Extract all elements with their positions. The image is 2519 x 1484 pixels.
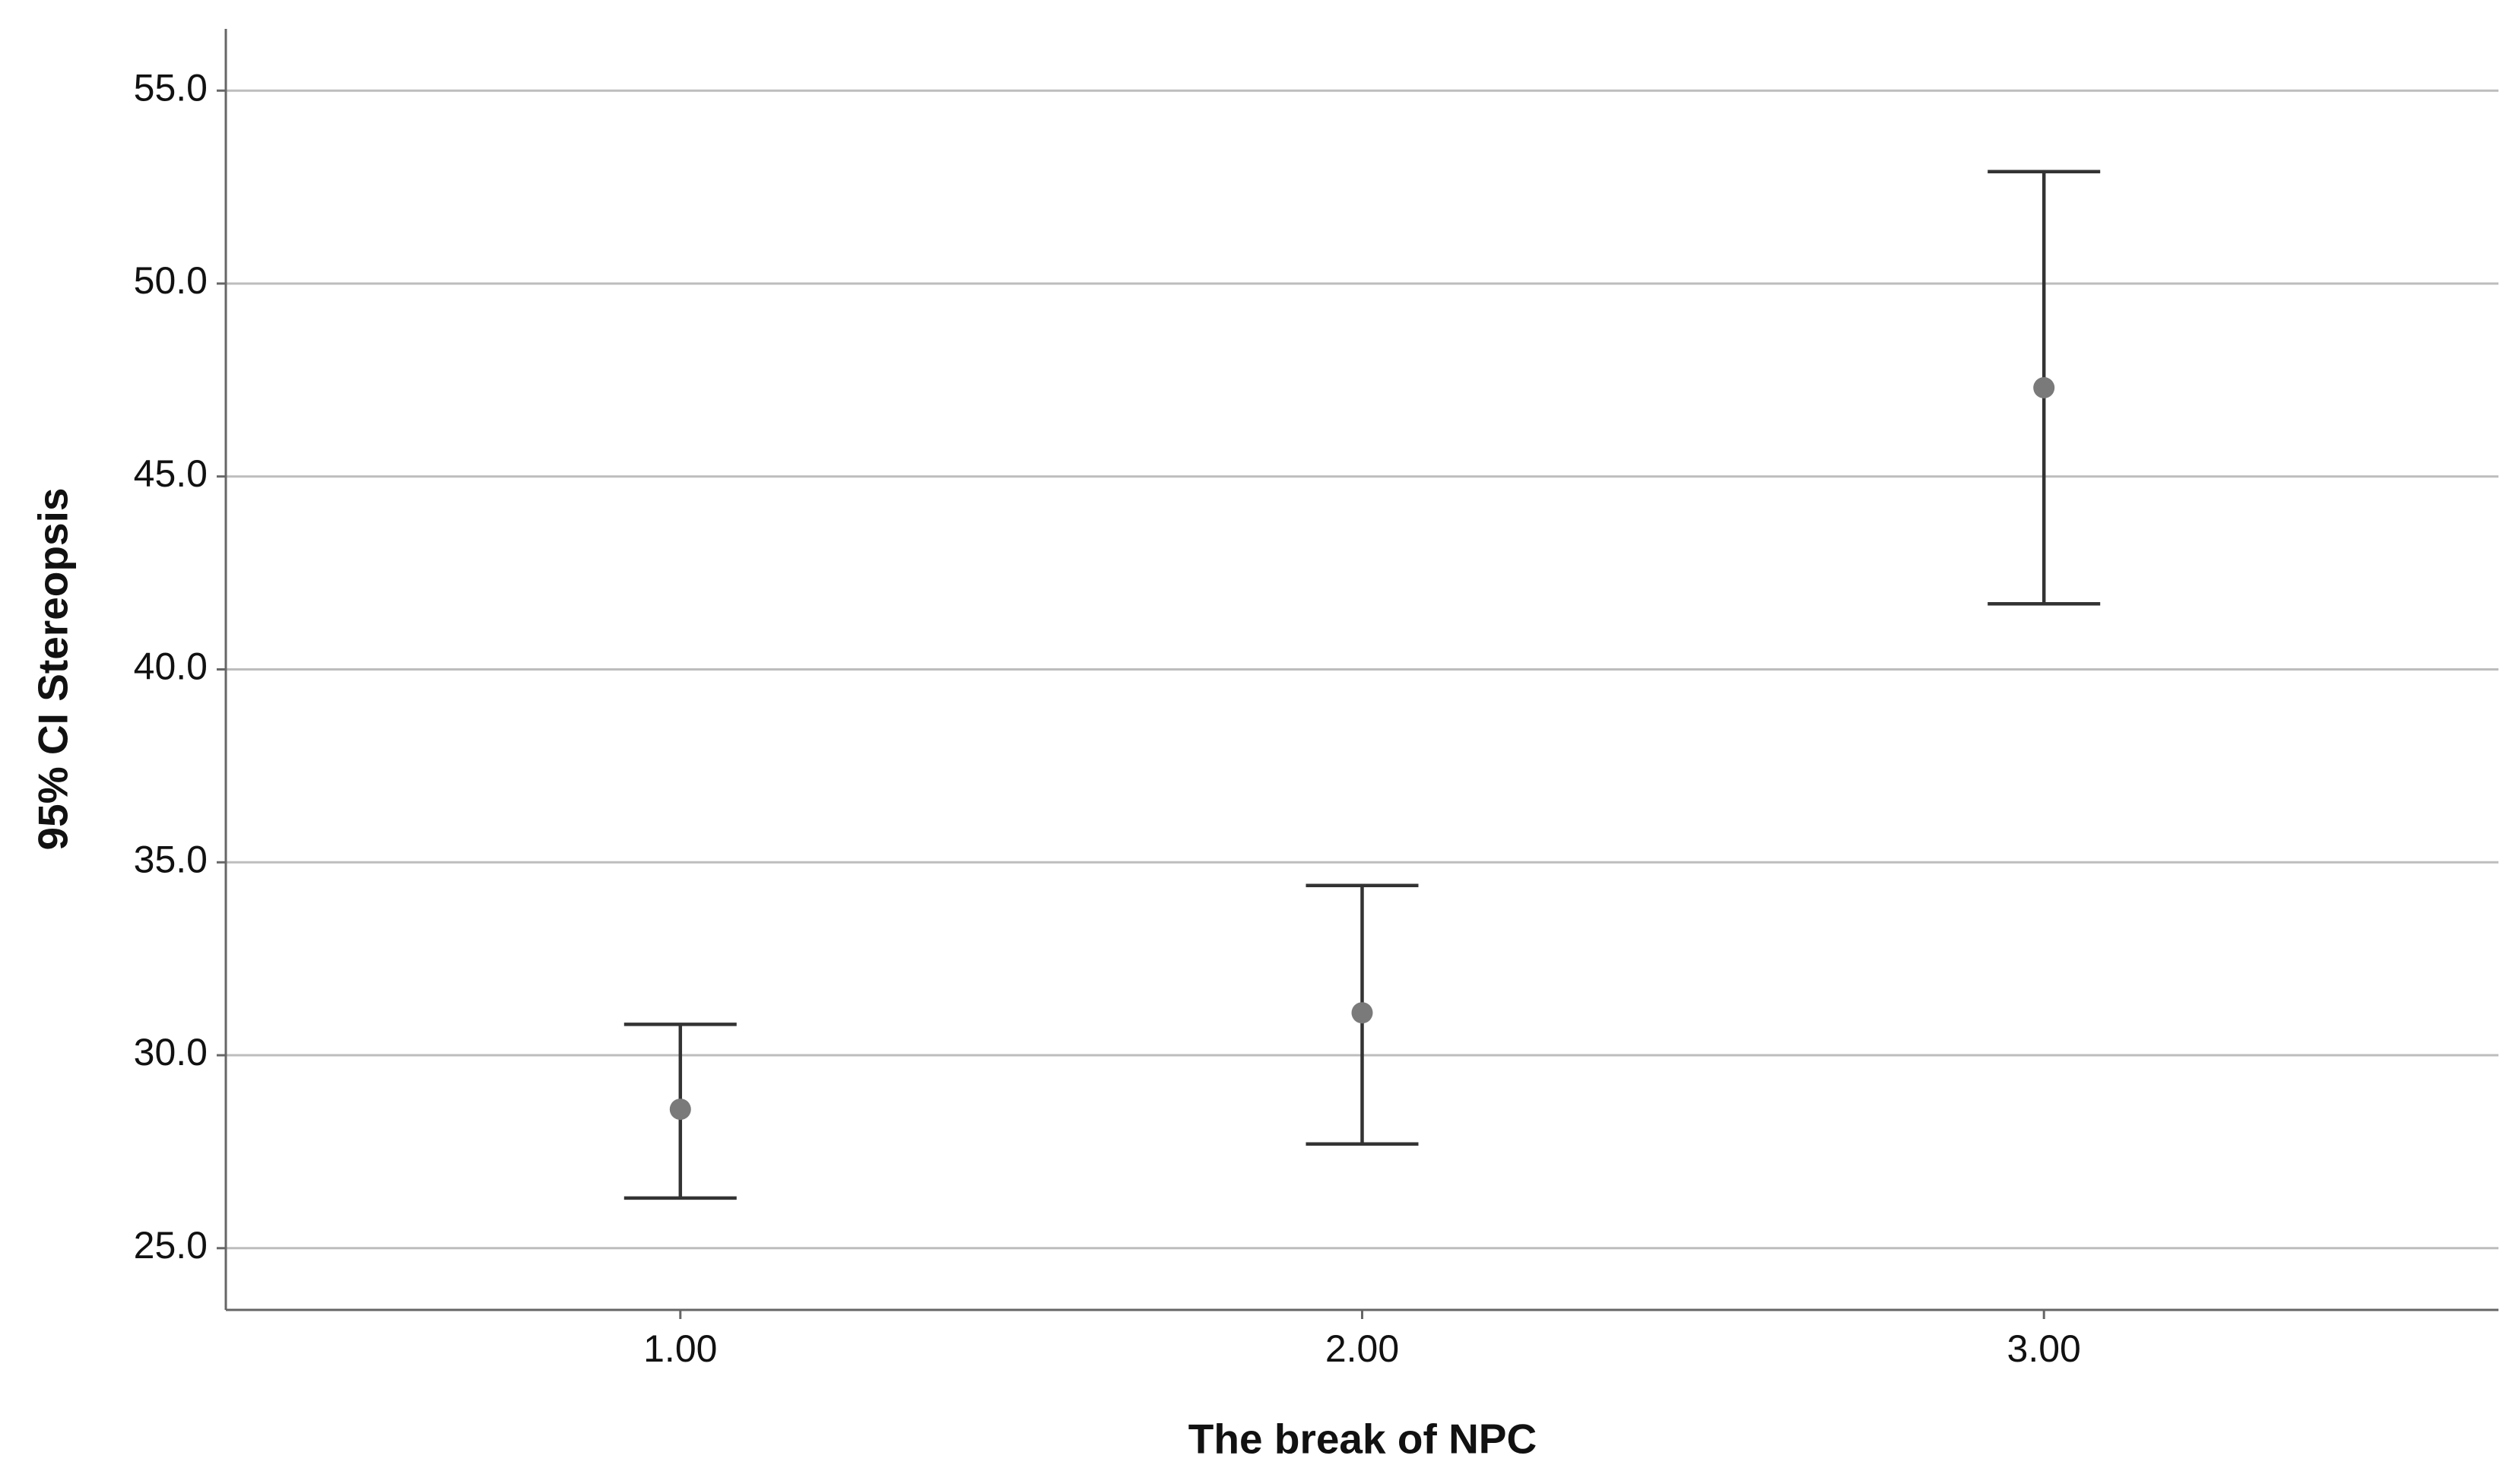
x-axis-title: The break of NPC xyxy=(1188,1416,1537,1463)
mean-point xyxy=(2033,377,2055,399)
x-tick-label: 3.00 xyxy=(2007,1327,2081,1370)
x-tick-label: 2.00 xyxy=(1325,1327,1399,1370)
x-tick-label: 1.00 xyxy=(643,1327,717,1370)
y-tick-label: 45.0 xyxy=(134,452,208,495)
y-tick-label: 50.0 xyxy=(134,259,208,302)
y-axis-title: 95% CI Stereopsis xyxy=(30,488,77,851)
y-tick-label: 55.0 xyxy=(134,66,208,109)
y-tick-label: 30.0 xyxy=(134,1031,208,1073)
mean-point xyxy=(1351,1002,1373,1024)
y-tick-label: 35.0 xyxy=(134,838,208,880)
y-tick-label: 25.0 xyxy=(134,1224,208,1267)
y-tick-label: 40.0 xyxy=(134,645,208,688)
mean-point xyxy=(669,1099,691,1121)
